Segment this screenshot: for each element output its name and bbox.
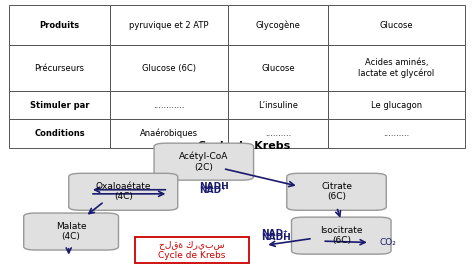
Text: NAD⁺: NAD⁺ [261, 229, 287, 238]
Text: Produits: Produits [39, 21, 80, 30]
Text: Glycogène: Glycogène [255, 21, 301, 30]
Bar [328, 5, 465, 45]
Text: CO₂: CO₂ [379, 238, 396, 247]
Text: pyruvique et 2 ATP: pyruvique et 2 ATP [129, 21, 209, 30]
Text: Le glucagon: Le glucagon [371, 101, 422, 110]
Text: NADH: NADH [261, 233, 291, 242]
Text: ............: ............ [153, 101, 184, 110]
Bar [109, 91, 228, 119]
Bar [9, 119, 109, 148]
Text: حلقة كريبس
Cycle de Krebs: حلقة كريبس Cycle de Krebs [158, 240, 226, 260]
Bar [109, 45, 228, 91]
FancyBboxPatch shape [292, 217, 391, 254]
Bar [109, 119, 228, 148]
Text: Oxaloaétate
(4C): Oxaloaétate (4C) [95, 182, 151, 201]
Bar [228, 45, 328, 91]
Text: L’insuline: L’insuline [258, 101, 298, 110]
Text: Malate
(4C): Malate (4C) [56, 222, 86, 241]
Text: Acétyl-CoA
(2C): Acétyl-CoA (2C) [179, 152, 228, 172]
Bar [228, 5, 328, 45]
Text: Stimuler par: Stimuler par [30, 101, 89, 110]
Text: NADH: NADH [199, 182, 229, 191]
Text: Conditions: Conditions [34, 129, 85, 138]
Text: •  Cycle de Krebs: • Cycle de Krebs [183, 141, 291, 151]
Text: Glucose: Glucose [261, 64, 295, 73]
Bar [9, 45, 109, 91]
FancyBboxPatch shape [154, 143, 254, 180]
Bar [328, 45, 465, 91]
Bar [228, 91, 328, 119]
FancyBboxPatch shape [287, 173, 386, 210]
FancyBboxPatch shape [24, 213, 119, 250]
Bar [328, 119, 465, 148]
Bar [228, 119, 328, 148]
Text: Glucose (6C): Glucose (6C) [142, 64, 196, 73]
Bar [328, 91, 465, 119]
Text: Citrate
(6C): Citrate (6C) [321, 182, 352, 201]
Text: Précurseurs: Précurseurs [35, 64, 84, 73]
Text: Glucose: Glucose [380, 21, 413, 30]
FancyBboxPatch shape [135, 237, 249, 263]
Bar [109, 5, 228, 45]
Text: Anaérobiques: Anaérobiques [140, 129, 198, 138]
Bar [9, 5, 109, 45]
Bar [9, 91, 109, 119]
Text: Isocitrate
(6C): Isocitrate (6C) [320, 226, 363, 245]
Text: ..........: .......... [265, 129, 291, 138]
Text: Acides aminés,
lactate et glycérol: Acides aminés, lactate et glycérol [358, 58, 434, 78]
Text: NAD⁺: NAD⁺ [199, 186, 226, 195]
FancyBboxPatch shape [69, 173, 178, 210]
Text: ..........: .......... [383, 129, 410, 138]
